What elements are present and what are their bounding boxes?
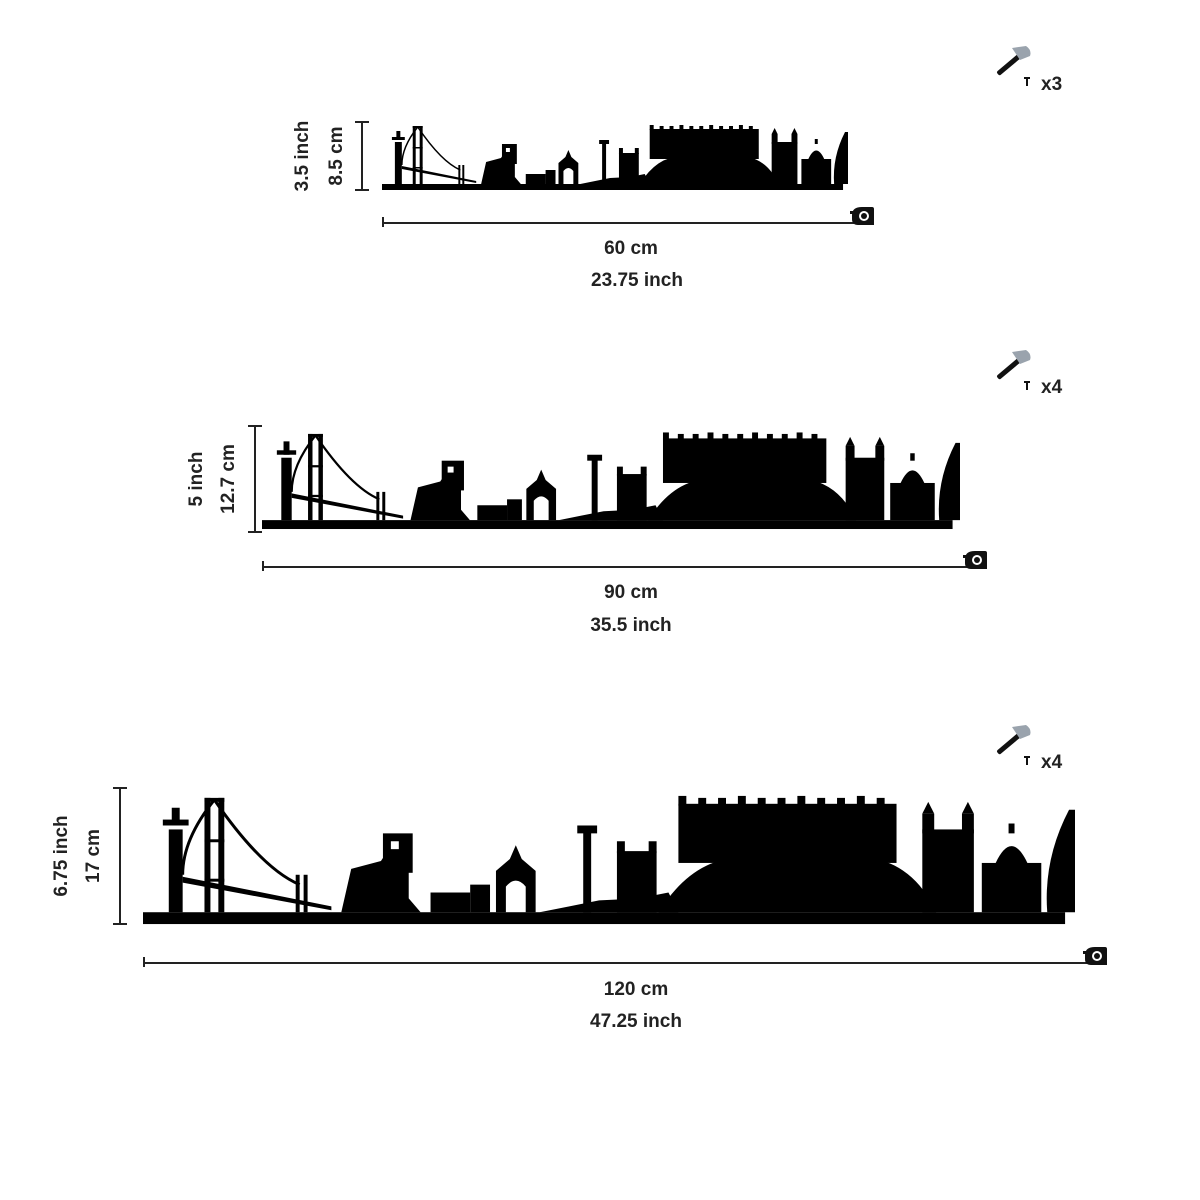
width-dimension-line (382, 222, 854, 224)
height-dimension-tick-top (113, 787, 127, 789)
nail-count: x4 (1041, 377, 1063, 398)
height-inch-label: 5 inch (186, 451, 207, 507)
hammer-nail-icon (997, 725, 1031, 765)
height-inch-label: 3.5 inch (292, 120, 313, 192)
height-inch-label: 6.75 inch (51, 815, 72, 897)
height-dimension-tick-top (355, 121, 369, 123)
height-dimension-line (119, 787, 121, 925)
height-cm-label: 17 cm (83, 829, 104, 883)
height-dimension-tick-bottom (113, 923, 127, 925)
width-dimension-line (143, 962, 1088, 964)
width-inch-label: 47.25 inch (590, 1011, 682, 1032)
width-inch-label: 23.75 inch (591, 270, 683, 291)
hammer-nail-icon (997, 46, 1031, 86)
hammer-nail-icon (997, 350, 1031, 390)
nail-count: x4 (1041, 752, 1063, 773)
width-dimension-tick (382, 217, 384, 227)
skyline-silhouette (262, 428, 960, 532)
height-cm-label: 8.5 cm (326, 126, 347, 186)
width-dimension-tick (262, 561, 264, 571)
width-dimension-line (262, 566, 968, 568)
height-dimension-tick-bottom (248, 531, 262, 533)
height-dimension-line (254, 425, 256, 533)
width-inch-label: 35.5 inch (590, 615, 672, 636)
skyline-silhouette (143, 790, 1075, 928)
height-dimension-tick-top (248, 425, 262, 427)
height-dimension-line (361, 121, 363, 191)
width-cm-label: 60 cm (604, 238, 658, 259)
height-dimension-tick-bottom (355, 189, 369, 191)
tape-measure-icon (963, 551, 987, 569)
skyline-silhouette (382, 122, 848, 192)
nail-count: x3 (1041, 74, 1063, 95)
tape-measure-icon (1083, 947, 1107, 965)
width-cm-label: 120 cm (603, 979, 669, 1000)
width-cm-label: 90 cm (604, 582, 658, 603)
tape-measure-icon (850, 207, 874, 225)
height-cm-label: 12.7 cm (218, 444, 239, 514)
width-dimension-tick (143, 957, 145, 967)
